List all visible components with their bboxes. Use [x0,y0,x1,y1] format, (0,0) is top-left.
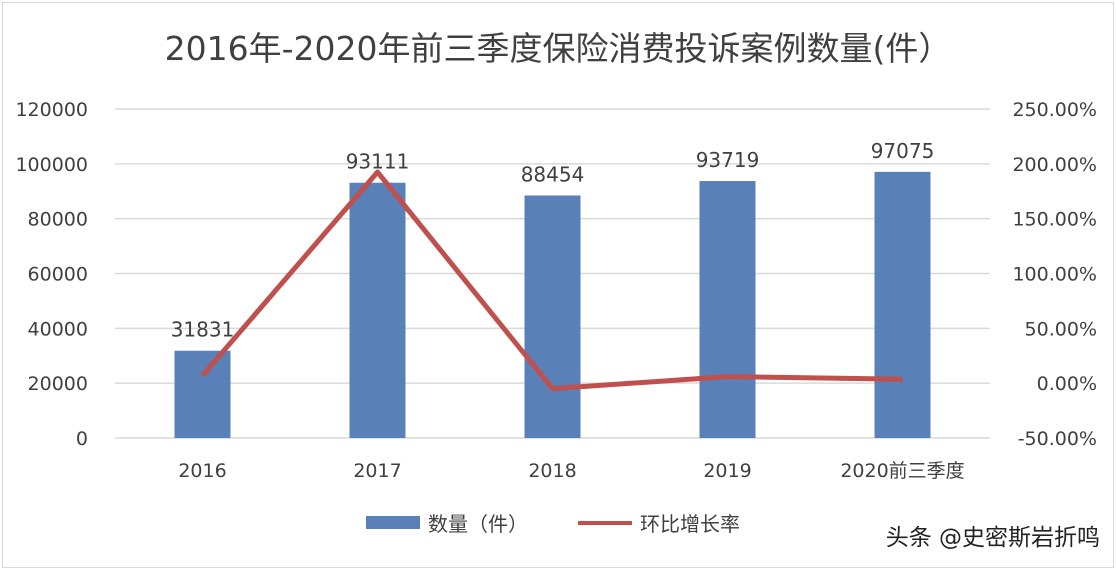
left-axis-tick: 0 [76,428,88,450]
chart-title: 2016年-2020年前三季度保险消费投诉案例数量(件） [164,29,952,68]
legend-swatch-line [578,520,632,525]
x-axis-tick: 2020前三季度 [840,460,964,482]
bar [524,195,581,438]
right-axis-tick: 200.00% [1012,154,1097,176]
legend-label-line: 环比增长率 [640,512,740,536]
x-axis-tick: 2019 [703,460,751,482]
x-axis-tick: 2018 [528,460,576,482]
data-label: 93719 [696,148,760,172]
right-axis-tick: 0.00% [1037,373,1097,395]
left-axis-tick: 120000 [15,99,88,121]
right-axis-tick: 50.00% [1025,318,1097,340]
data-label: 97075 [871,139,935,163]
legend-label-bar: 数量（件） [428,512,528,536]
right-axis-tick: 100.00% [1012,264,1097,286]
left-axis-tick: 40000 [28,318,88,340]
legend: 数量（件） 环比增长率 [366,508,740,537]
x-axis-tick: 2017 [353,460,401,482]
right-axis-tick: 250.00% [1012,99,1097,121]
left-axis-tick: 80000 [28,209,88,231]
left-axis-tick: 60000 [28,264,88,286]
left-axis-tick: 20000 [28,373,88,395]
legend-swatch-bar [366,516,420,529]
right-axis-tick: -50.00% [1018,428,1097,450]
watermark: 头条 @史密斯岩折鸣 [885,525,1100,551]
right-axis-tick: 150.00% [1012,209,1097,231]
data-label: 31831 [171,318,235,342]
bar [699,181,756,438]
bar [174,350,231,438]
x-axis-tick: 2016 [178,460,226,482]
bar [349,182,406,438]
bar [874,171,931,438]
data-label: 88454 [521,162,585,186]
left-axis-tick: 100000 [15,154,88,176]
